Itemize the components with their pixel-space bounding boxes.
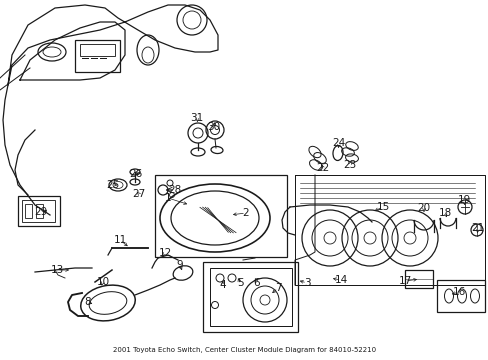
Bar: [80, 44, 115, 56]
Text: 7: 7: [274, 283, 281, 293]
Text: 11: 11: [113, 235, 126, 245]
Bar: [36, 204, 43, 218]
Bar: [18, 196, 60, 226]
Text: 31: 31: [190, 113, 203, 123]
Text: 4: 4: [219, 280, 226, 290]
Text: 29: 29: [34, 207, 47, 217]
Text: 8: 8: [84, 297, 91, 307]
Text: 3: 3: [303, 278, 310, 288]
Bar: [404, 270, 432, 288]
Text: 18: 18: [437, 208, 451, 218]
Text: 1: 1: [164, 193, 171, 203]
Bar: [25, 204, 32, 218]
Text: 26: 26: [129, 169, 142, 179]
Text: 14: 14: [334, 275, 347, 285]
Text: 17: 17: [398, 276, 411, 286]
Text: 2: 2: [242, 208, 249, 218]
Text: 25: 25: [106, 180, 120, 190]
Bar: [155, 175, 286, 257]
Text: 15: 15: [376, 202, 389, 212]
Text: 27: 27: [132, 189, 145, 199]
Text: 9: 9: [176, 260, 183, 270]
Text: 16: 16: [451, 287, 465, 297]
Text: 5: 5: [236, 278, 243, 288]
Bar: [22, 200, 55, 222]
Text: 23: 23: [343, 160, 356, 170]
Text: 28: 28: [168, 185, 181, 195]
Text: 2001 Toyota Echo Switch, Center Cluster Module Diagram for 84010-52210: 2001 Toyota Echo Switch, Center Cluster …: [113, 347, 375, 353]
Text: 10: 10: [96, 277, 109, 287]
Text: 20: 20: [417, 203, 429, 213]
Text: 22: 22: [316, 163, 329, 173]
Text: 19: 19: [456, 195, 469, 205]
Text: 21: 21: [470, 223, 484, 233]
Text: 12: 12: [158, 248, 171, 258]
Bar: [203, 262, 297, 332]
Bar: [209, 268, 291, 326]
Bar: [75, 40, 120, 72]
Text: 24: 24: [332, 138, 345, 148]
Text: 13: 13: [50, 265, 63, 275]
Bar: [436, 280, 484, 312]
Text: 6: 6: [253, 278, 260, 288]
Text: 30: 30: [207, 122, 220, 132]
